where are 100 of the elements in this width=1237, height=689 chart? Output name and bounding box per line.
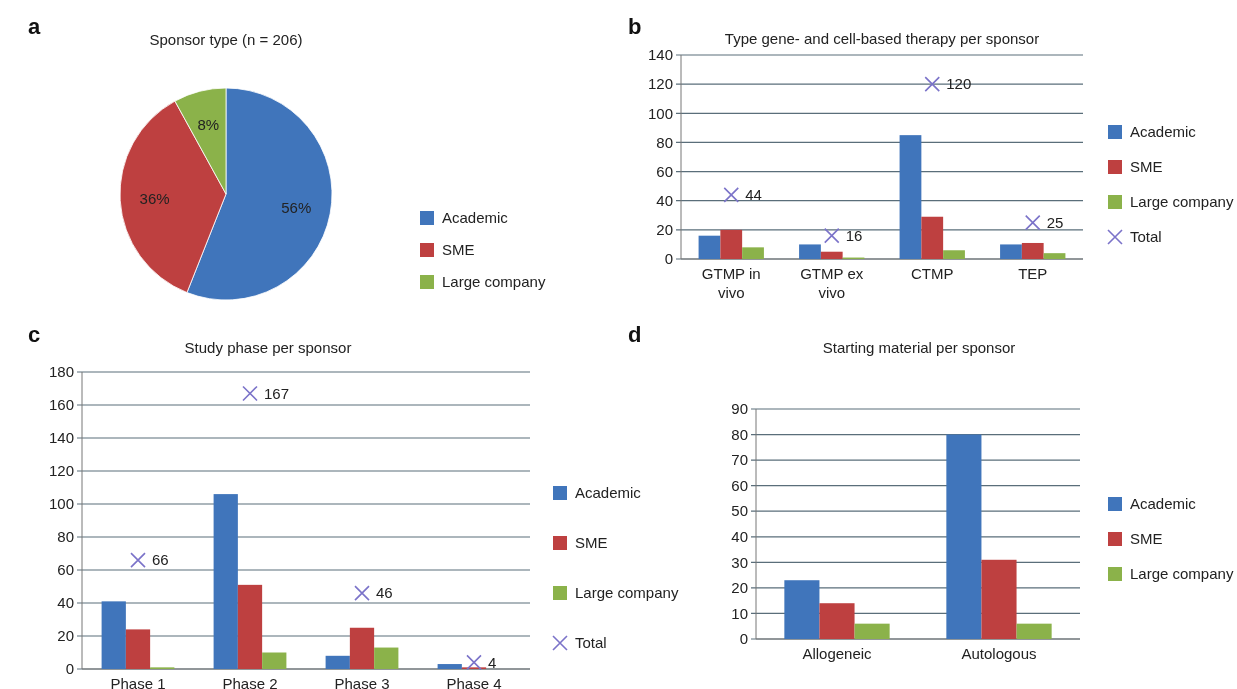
data-label: 25 bbox=[1046, 213, 1064, 231]
bar bbox=[981, 559, 1017, 639]
bar bbox=[101, 601, 126, 669]
point bbox=[354, 585, 370, 601]
y-tick-label: 100 bbox=[48, 495, 74, 513]
bar bbox=[819, 603, 855, 639]
y-tick-label: 120 bbox=[647, 75, 673, 93]
x-tick-label: GTMP ex vivo bbox=[800, 265, 864, 301]
x-tick-label: TEP bbox=[1018, 265, 1048, 282]
bar bbox=[799, 244, 821, 259]
legend-label: SME bbox=[1130, 158, 1163, 176]
y-tick-label: 40 bbox=[656, 191, 673, 209]
y-tick-label: 80 bbox=[656, 133, 673, 151]
bar bbox=[1021, 242, 1044, 259]
bar bbox=[784, 580, 820, 639]
legend-label: Large company bbox=[1130, 565, 1234, 583]
y-tick-label: 140 bbox=[48, 429, 74, 447]
x-tick-label: Phase 3 bbox=[334, 675, 390, 689]
point bbox=[242, 385, 258, 402]
bar bbox=[1016, 623, 1052, 639]
bar bbox=[899, 135, 922, 259]
chart-title: Study phase per sponsor bbox=[184, 339, 352, 356]
data-label: 44 bbox=[745, 186, 762, 204]
y-tick-label: 20 bbox=[731, 579, 748, 597]
y-tick-label: 160 bbox=[48, 396, 74, 414]
y-tick-label: 50 bbox=[731, 502, 748, 520]
y-tick-label: 40 bbox=[57, 594, 74, 612]
y-tick-label: 10 bbox=[731, 604, 748, 622]
y-tick-label: 0 bbox=[65, 660, 74, 678]
legend-label: Large company bbox=[575, 584, 679, 602]
point bbox=[823, 227, 840, 244]
data-label: 8% bbox=[197, 115, 220, 133]
bar bbox=[325, 655, 350, 669]
point bbox=[924, 76, 941, 92]
legend-label: SME bbox=[442, 241, 475, 259]
x-tick-label: GTMP in vivo bbox=[701, 265, 761, 301]
bar bbox=[946, 434, 982, 639]
legend-label: Total bbox=[1130, 228, 1162, 246]
x-tick-label: CTMP bbox=[911, 265, 954, 282]
data-label: 56% bbox=[281, 198, 312, 216]
legend-label: SME bbox=[575, 534, 608, 552]
y-tick-label: 70 bbox=[731, 451, 748, 469]
x-tick-label: Autologous bbox=[961, 645, 1037, 662]
y-tick-label: 60 bbox=[656, 162, 673, 180]
bar bbox=[237, 584, 263, 669]
x-tick-label: Allogeneic bbox=[802, 645, 873, 662]
legend-label: Academic bbox=[442, 209, 509, 227]
bar bbox=[374, 647, 399, 669]
bar bbox=[349, 627, 375, 669]
legend-label: SME bbox=[1130, 530, 1163, 548]
y-tick-label: 180 bbox=[48, 363, 74, 381]
y-tick-label: 80 bbox=[731, 425, 748, 443]
bar bbox=[720, 229, 743, 259]
y-tick-label: 100 bbox=[647, 104, 673, 122]
bar bbox=[854, 623, 890, 639]
y-tick-label: 20 bbox=[656, 221, 673, 239]
legend-label: Academic bbox=[1130, 123, 1197, 141]
chart-title: Starting material per sponsor bbox=[822, 339, 1016, 356]
y-tick-label: 40 bbox=[731, 528, 748, 546]
bar bbox=[125, 629, 151, 669]
y-tick-label: 20 bbox=[57, 627, 74, 645]
bar bbox=[698, 235, 721, 259]
text: d bbox=[628, 322, 642, 347]
legend-label: Total bbox=[575, 634, 607, 652]
y-tick-label: 60 bbox=[731, 476, 748, 494]
point bbox=[723, 187, 740, 203]
bar bbox=[262, 652, 287, 669]
x-tick-label: Phase 2 bbox=[222, 675, 278, 689]
bar bbox=[437, 664, 462, 669]
legend-label: Academic bbox=[1130, 495, 1197, 513]
point bbox=[130, 552, 146, 568]
y-tick-label: 90 bbox=[731, 400, 748, 418]
chart-title: Type gene- and cell-based therapy per sponsor bbox=[724, 30, 1040, 47]
y-tick-label: 60 bbox=[57, 561, 74, 579]
bar bbox=[943, 250, 965, 259]
legend-label: Large company bbox=[442, 273, 546, 291]
bar bbox=[1000, 244, 1022, 259]
legend-label: Academic bbox=[575, 484, 642, 502]
data-label: 167 bbox=[264, 384, 290, 402]
text: a bbox=[28, 14, 41, 39]
chart-title: Sponsor type (n = 206) bbox=[149, 31, 303, 48]
point bbox=[466, 654, 482, 671]
x-tick-label: Phase 1 bbox=[110, 675, 166, 689]
bar bbox=[742, 247, 764, 259]
y-tick-label: 120 bbox=[48, 462, 74, 480]
text: c bbox=[28, 322, 41, 347]
bar bbox=[921, 216, 944, 259]
data-label: 36% bbox=[139, 189, 170, 207]
data-label: 66 bbox=[152, 551, 169, 569]
legend-label: Large company bbox=[1130, 193, 1234, 211]
y-tick-label: 30 bbox=[731, 553, 748, 571]
data-label: 4 bbox=[488, 653, 497, 671]
y-tick-label: 0 bbox=[664, 250, 673, 268]
data-label: 46 bbox=[376, 584, 393, 602]
data-label: 16 bbox=[845, 226, 863, 244]
point bbox=[1024, 214, 1041, 231]
y-tick-label: 140 bbox=[647, 46, 673, 64]
bar bbox=[213, 494, 238, 669]
x-tick-label: Phase 4 bbox=[446, 675, 502, 689]
text: b bbox=[628, 14, 642, 39]
